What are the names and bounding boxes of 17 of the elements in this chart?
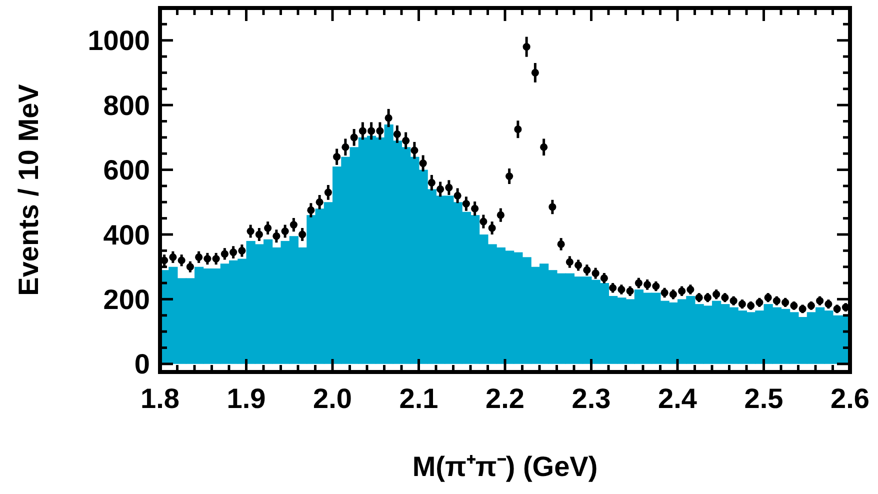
y-tick-label: 1000 (88, 25, 150, 56)
x-axis-title: M(π⁺π⁻) (GeV) (412, 451, 598, 482)
y-tick-label: 200 (103, 284, 150, 315)
y-tick-label: 400 (103, 219, 150, 250)
x-tick-label: 1.9 (226, 383, 266, 414)
x-tick-label: 2.3 (572, 383, 611, 414)
x-tick-label: 2.6 (830, 383, 870, 414)
x-tick-label: 2.2 (486, 383, 524, 414)
x-tick-label: 2.4 (658, 383, 698, 414)
y-axis-title: Events / 10 MeV (13, 84, 44, 296)
x-tick-label: 2.5 (744, 383, 784, 414)
y-tick-label: 800 (103, 90, 150, 121)
x-tick-label: 2.1 (399, 383, 438, 414)
x-tick-label: 1.8 (140, 383, 180, 414)
x-tick-label: 2.0 (313, 383, 352, 414)
y-tick-label: 0 (134, 348, 150, 380)
y-tick-label: 600 (103, 154, 150, 186)
